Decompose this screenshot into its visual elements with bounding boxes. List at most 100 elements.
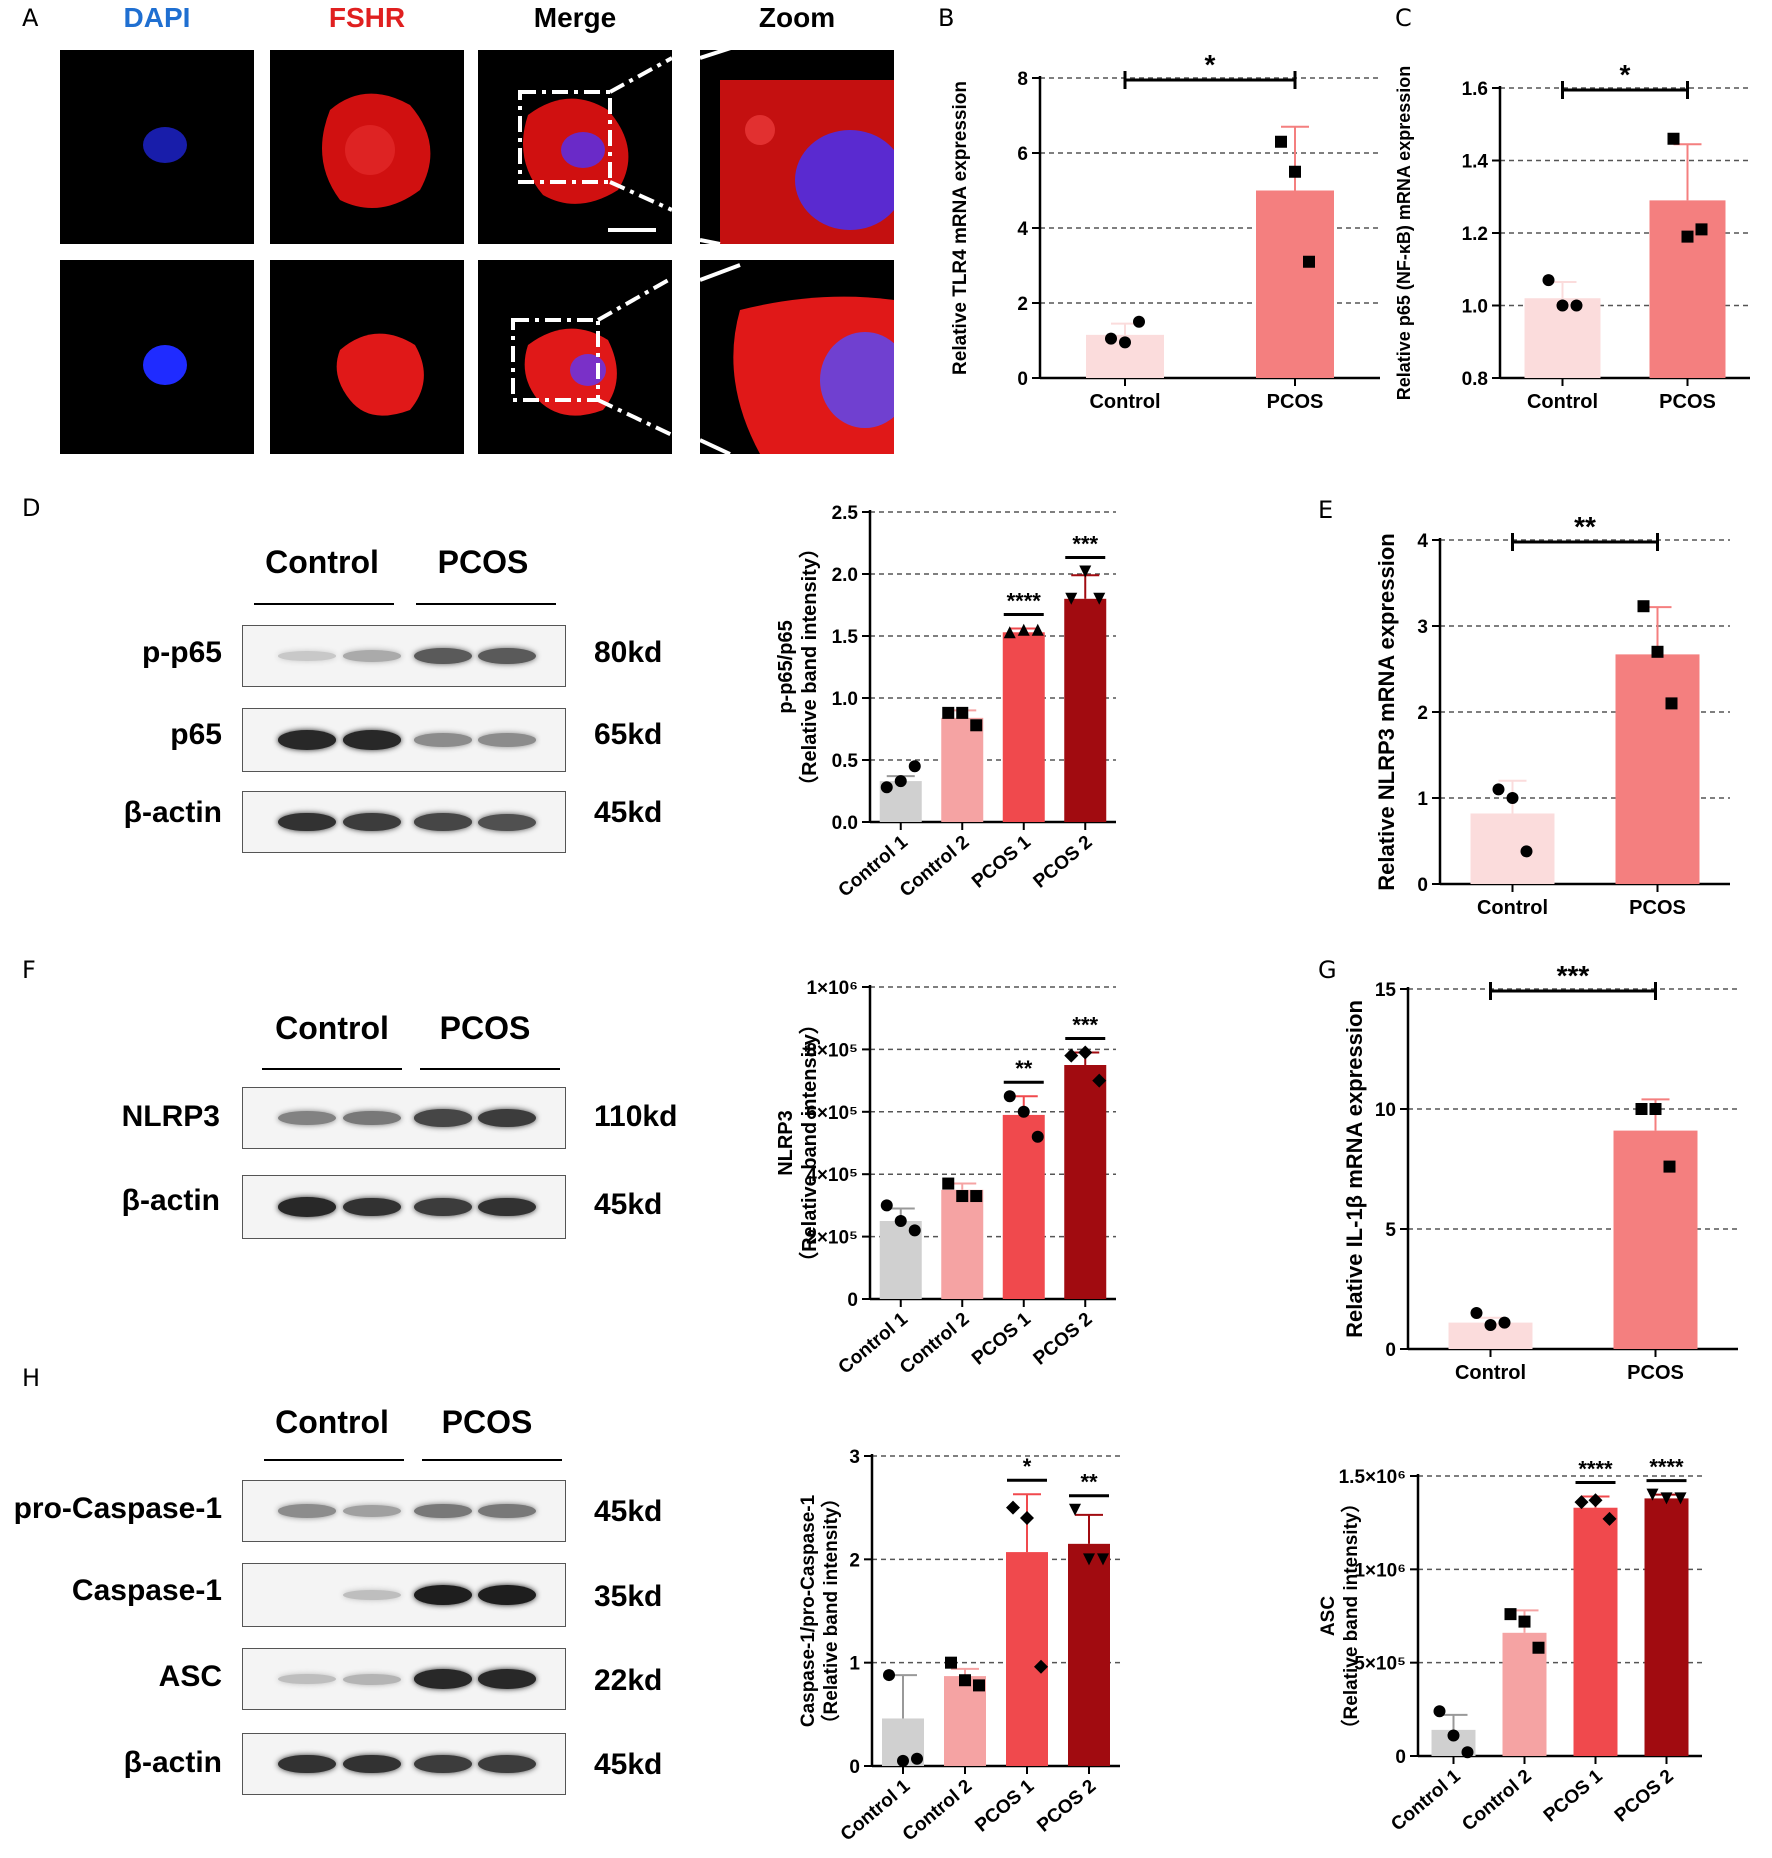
panel-label-e: E: [1318, 496, 1334, 524]
y-tick-label: 1: [849, 1654, 860, 1675]
wb-h-strip-0: [242, 1480, 566, 1542]
panel-label-c: C: [1395, 4, 1412, 32]
data-point: [880, 1199, 893, 1212]
x-tick-label: Control: [1527, 391, 1598, 413]
y-tick-label: 4×10⁵: [806, 1165, 858, 1186]
y-tick-label: 4: [1017, 219, 1028, 240]
wb-band: [342, 1110, 401, 1126]
y-tick-label: 0: [847, 1290, 858, 1311]
y-tick-label: 15: [1375, 980, 1397, 1001]
data-point: [1635, 1103, 1648, 1115]
data-point: [1017, 1105, 1030, 1118]
data-point: [1681, 230, 1694, 243]
wb-band: [278, 1673, 337, 1685]
bar: [1002, 1114, 1045, 1299]
data-point: [1065, 592, 1078, 605]
data-point: [956, 1190, 969, 1203]
y-tick-label: 3: [1417, 617, 1428, 638]
y-axis-label: （Relative band intensity）: [798, 1014, 821, 1272]
significance-label: *: [1205, 49, 1216, 80]
wb-band: [413, 1503, 472, 1519]
y-tick-label: 2: [1417, 703, 1428, 724]
wb-f-kd-1: 45kd: [594, 1188, 663, 1221]
wb-d-kd-1: 65kd: [594, 718, 663, 751]
y-tick-label: 8×10⁵: [806, 1040, 858, 1061]
y-tick-label: 0: [1017, 369, 1028, 390]
y-tick-label: 0.8: [1462, 369, 1488, 390]
y-axis-label: ASC: [1318, 1596, 1339, 1636]
panel-label-b: B: [938, 4, 955, 32]
data-point: [894, 1215, 907, 1227]
wb-f-label-1: β-actin: [121, 1184, 220, 1217]
data-point: [1069, 1503, 1081, 1516]
wb-h-label-2: ASC: [158, 1660, 222, 1693]
wb-band: [342, 1754, 401, 1774]
y-axis-label: （Relative band intensity）: [798, 538, 821, 796]
y-tick-label: 0: [1385, 1340, 1396, 1361]
x-tick-label: Control 2: [899, 1776, 976, 1846]
data-point: [1504, 1608, 1517, 1621]
data-point: [956, 706, 969, 719]
wb-band: [478, 1108, 537, 1128]
wb-band: [478, 1585, 537, 1605]
wb-d-kd-0: 80kd: [594, 636, 663, 669]
bar: [1524, 298, 1601, 378]
y-tick-label: 6×10⁵: [806, 1103, 858, 1124]
wb-band: [413, 1585, 472, 1605]
data-point: [1665, 697, 1678, 710]
bar: [1006, 1552, 1048, 1766]
data-point: [945, 1656, 957, 1669]
bar: [1068, 1543, 1110, 1766]
data-point: [973, 1679, 985, 1692]
y-tick-label: 1×10⁶: [1354, 1560, 1406, 1581]
wb-h-strip-3: [242, 1733, 566, 1795]
data-point: [1492, 783, 1505, 796]
y-tick-label: 10: [1375, 1100, 1396, 1121]
data-point: [1275, 135, 1287, 148]
data-point: [1660, 1492, 1673, 1505]
zoom-image-control: [700, 50, 894, 244]
y-tick-label: 4: [1417, 531, 1428, 552]
bar: [1649, 200, 1726, 378]
wb-f-strip-0: [242, 1087, 566, 1149]
wb-band: [342, 1197, 401, 1217]
x-tick-label: Control: [1477, 897, 1548, 919]
fshr-image-pcos: [270, 260, 464, 454]
wb-h-kd-2: 22kd: [594, 1664, 663, 1697]
significance-label: ****: [1007, 589, 1042, 614]
chart-b: 0 2 4 6 8 Control PCOS * Relative TLR4 mRNA expr…: [950, 49, 1380, 413]
data-point: [1092, 1073, 1107, 1088]
data-point: [942, 706, 955, 719]
significance-label: **: [1574, 511, 1596, 542]
data-point: [1637, 600, 1650, 613]
data-point: [1105, 332, 1117, 345]
data-point: [1506, 792, 1519, 804]
panel-label-g: G: [1318, 956, 1337, 984]
y-tick-label: 6: [1017, 144, 1028, 165]
y-tick-label: 1.5×10⁶: [1339, 1467, 1406, 1488]
data-point: [1017, 623, 1030, 636]
x-tick-label: PCOS 2: [1033, 1776, 1100, 1837]
bar: [1002, 632, 1045, 822]
wb-f-group-control: Control: [275, 1010, 389, 1046]
x-tick-label: PCOS 2: [1030, 832, 1097, 893]
data-point: [1674, 1492, 1687, 1505]
wb-band: [413, 1669, 472, 1689]
wb-band: [278, 1504, 337, 1518]
y-tick-label: 0: [849, 1757, 860, 1778]
data-point: [1461, 1746, 1474, 1759]
data-point: [1663, 1160, 1676, 1173]
wb-h-strip-1: [242, 1563, 566, 1627]
y-tick-label: 2.5: [832, 503, 859, 524]
data-point: [1006, 1500, 1020, 1515]
wb-band: [478, 813, 537, 831]
y-tick-label: 0: [1395, 1747, 1406, 1768]
wb-band: [413, 647, 472, 665]
wb-band: [278, 812, 337, 832]
wb-d-strip-0: [242, 625, 566, 687]
significance-label: ****: [1649, 1455, 1684, 1480]
wb-band: [478, 1197, 537, 1217]
wb-h-kd-0: 45kd: [594, 1495, 663, 1528]
y-tick-label: 1×10⁶: [806, 978, 858, 999]
chart-c: 0.8 1.0 1.2 1.4 1.6 Control PCOS * Relative p65 …: [1394, 59, 1750, 413]
